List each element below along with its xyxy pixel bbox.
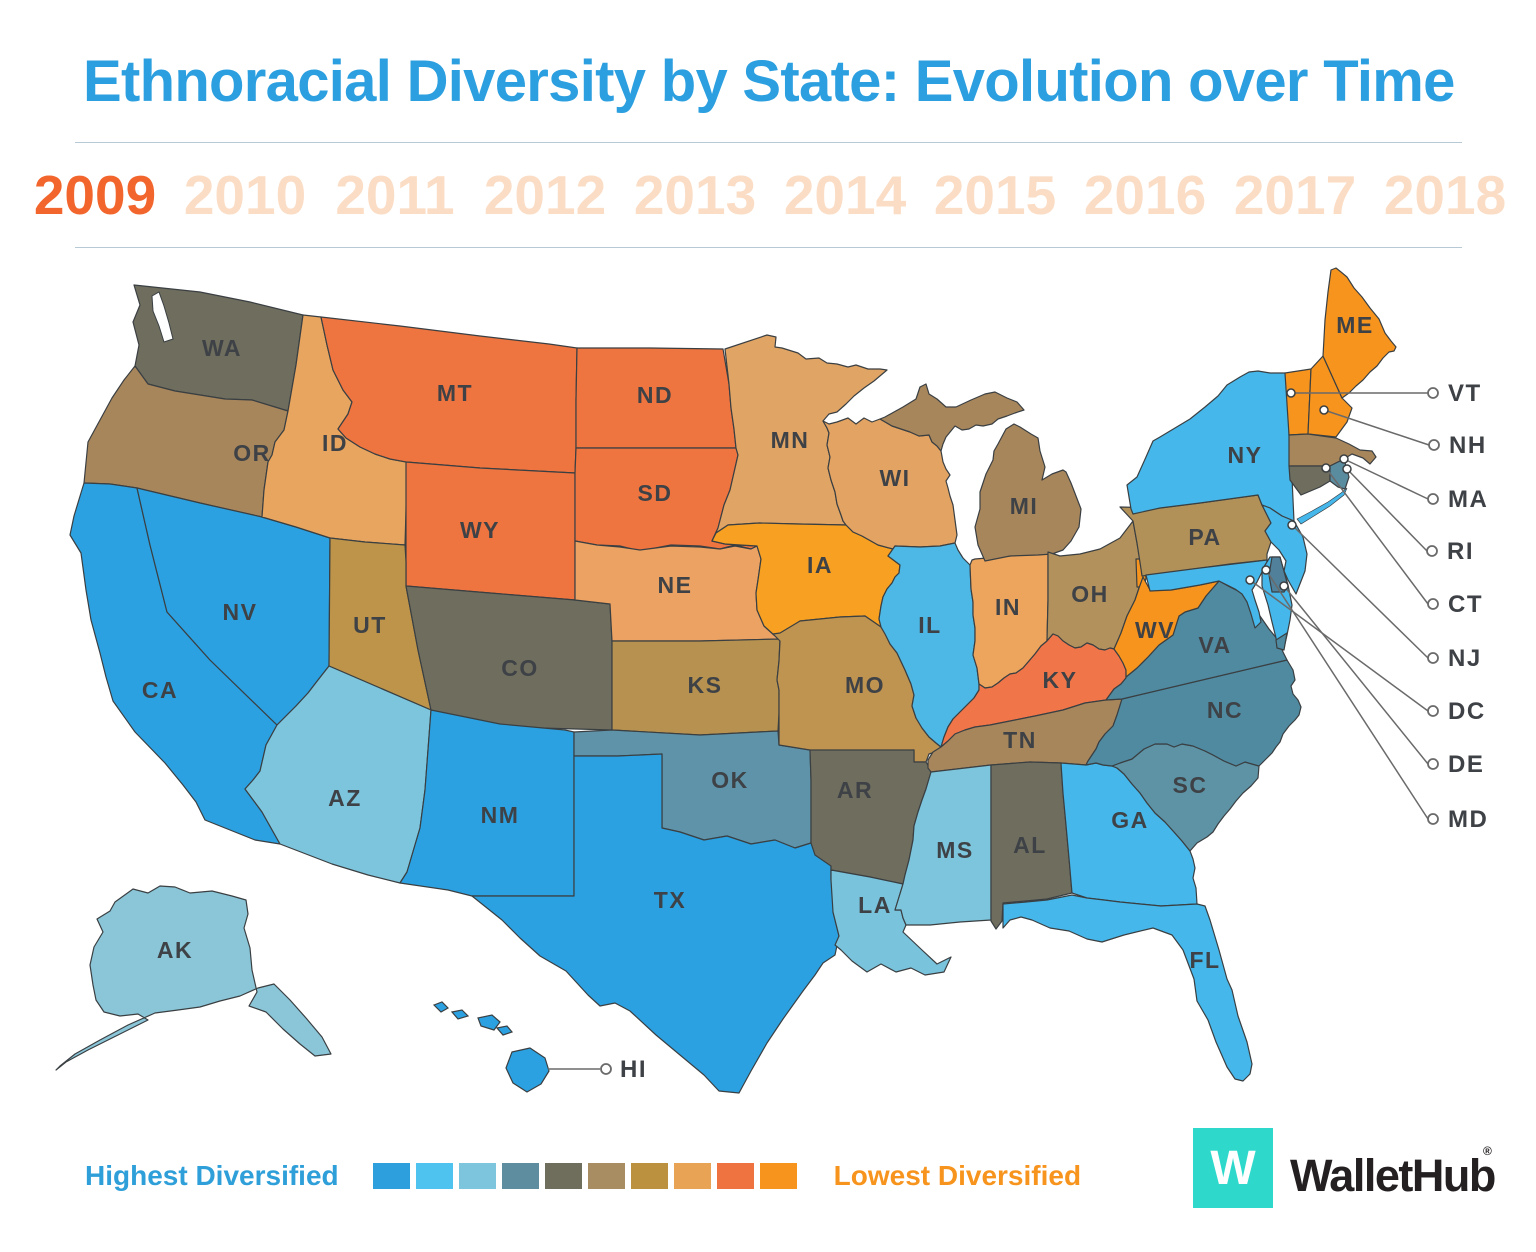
svg-text:VA: VA: [1198, 632, 1231, 658]
svg-text:WI: WI: [879, 465, 910, 491]
svg-text:DE: DE: [1448, 751, 1484, 778]
svg-text:CT: CT: [1448, 591, 1483, 618]
svg-text:AZ: AZ: [328, 785, 362, 811]
svg-text:WV: WV: [1135, 617, 1175, 643]
svg-text:IN: IN: [995, 594, 1021, 620]
svg-text:DC: DC: [1448, 698, 1486, 725]
svg-text:WY: WY: [460, 517, 500, 543]
svg-text:MN: MN: [771, 427, 810, 453]
svg-text:TX: TX: [654, 887, 686, 913]
svg-text:NV: NV: [223, 599, 258, 625]
svg-text:NC: NC: [1207, 697, 1243, 723]
svg-text:OH: OH: [1071, 581, 1109, 607]
svg-text:ID: ID: [322, 430, 348, 456]
svg-text:ND: ND: [637, 382, 673, 408]
svg-text:AR: AR: [837, 777, 873, 803]
svg-text:AL: AL: [1013, 832, 1047, 858]
svg-text:CA: CA: [142, 677, 178, 703]
svg-text:NE: NE: [658, 572, 693, 598]
svg-text:MD: MD: [1448, 806, 1488, 833]
svg-text:NY: NY: [1228, 442, 1263, 468]
svg-text:IL: IL: [918, 612, 941, 638]
svg-text:KS: KS: [688, 672, 723, 698]
svg-text:VT: VT: [1448, 380, 1482, 407]
svg-text:AK: AK: [157, 937, 193, 963]
svg-text:IA: IA: [807, 552, 833, 578]
svg-text:MI: MI: [1010, 493, 1039, 519]
svg-text:CO: CO: [501, 655, 539, 681]
svg-text:ME: ME: [1336, 312, 1374, 338]
svg-text:HI: HI: [620, 1056, 647, 1083]
svg-text:SD: SD: [638, 480, 673, 506]
svg-text:WA: WA: [202, 335, 242, 361]
svg-text:FL: FL: [1189, 947, 1220, 973]
svg-text:TN: TN: [1003, 727, 1037, 753]
svg-text:NH: NH: [1449, 432, 1487, 459]
svg-text:NJ: NJ: [1448, 645, 1482, 672]
svg-text:LA: LA: [858, 892, 892, 918]
svg-text:PA: PA: [1188, 524, 1221, 550]
svg-text:GA: GA: [1111, 807, 1149, 833]
svg-text:MT: MT: [437, 380, 473, 406]
svg-text:MA: MA: [1448, 486, 1488, 513]
svg-text:OR: OR: [233, 440, 271, 466]
svg-text:OK: OK: [711, 767, 749, 793]
svg-text:RI: RI: [1447, 538, 1474, 565]
svg-text:MS: MS: [936, 837, 974, 863]
svg-text:KY: KY: [1043, 667, 1078, 693]
svg-text:SC: SC: [1173, 772, 1208, 798]
svg-text:UT: UT: [353, 612, 387, 638]
svg-text:MO: MO: [845, 672, 885, 698]
svg-text:NM: NM: [481, 802, 520, 828]
